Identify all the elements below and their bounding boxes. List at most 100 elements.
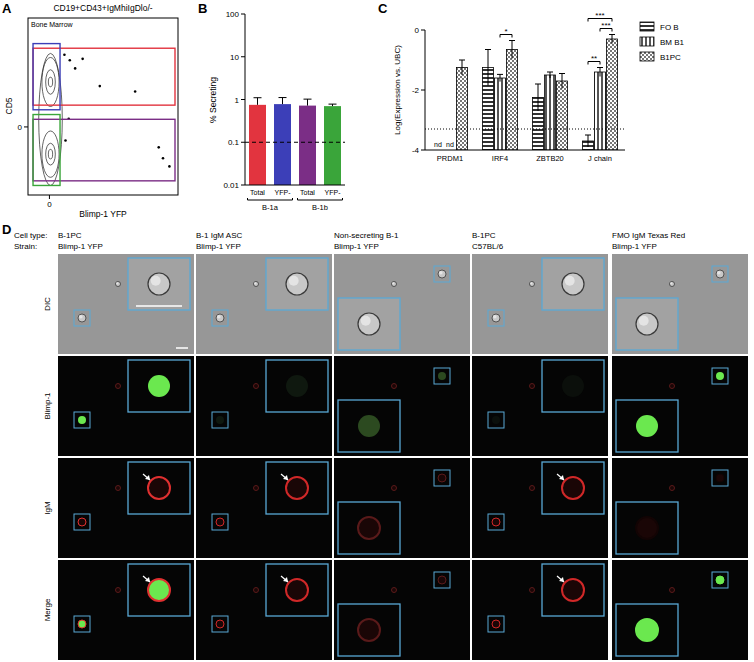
bar bbox=[557, 81, 568, 150]
cell-highlight bbox=[289, 276, 299, 286]
micrograph bbox=[334, 254, 470, 354]
point bbox=[157, 146, 160, 149]
column-header: B-1PC bbox=[472, 231, 496, 240]
image-background bbox=[58, 458, 194, 558]
error-cap bbox=[254, 97, 262, 98]
row-label: IgM bbox=[43, 501, 52, 515]
inset bbox=[542, 360, 604, 412]
bar bbox=[495, 78, 506, 150]
image-background bbox=[472, 356, 608, 456]
cell-highlight bbox=[639, 316, 649, 326]
cell bbox=[358, 517, 380, 539]
error-cap bbox=[509, 40, 515, 41]
cell bbox=[438, 372, 446, 380]
bar bbox=[507, 50, 518, 151]
panel-label: C bbox=[378, 1, 388, 16]
cell bbox=[148, 477, 170, 499]
cell bbox=[716, 372, 724, 380]
inset bbox=[128, 462, 190, 514]
error-cap bbox=[547, 72, 553, 73]
legend-label: FO B bbox=[660, 23, 679, 32]
x-tick-label: YFP- bbox=[275, 189, 292, 196]
cell bbox=[254, 282, 259, 287]
error-bar bbox=[282, 98, 283, 105]
column-header: FMO IgM Texas Red bbox=[612, 231, 685, 240]
image-background bbox=[196, 560, 332, 660]
image-background bbox=[58, 356, 194, 456]
inset-box bbox=[434, 572, 450, 588]
y-tick bbox=[421, 90, 425, 91]
error-bar bbox=[562, 74, 563, 89]
bar bbox=[274, 104, 291, 185]
cell bbox=[286, 579, 308, 601]
point bbox=[64, 139, 67, 142]
cell bbox=[392, 486, 397, 491]
cell-highlight bbox=[254, 282, 256, 284]
cell bbox=[78, 416, 86, 424]
arrow-head bbox=[559, 577, 564, 582]
error-cap bbox=[485, 49, 491, 50]
inset-box bbox=[434, 470, 450, 486]
plot-area bbox=[33, 44, 175, 186]
column-header: B-1 IgM ASC bbox=[196, 231, 242, 240]
y-tick bbox=[241, 185, 245, 186]
inset-box bbox=[434, 266, 450, 282]
arrow-head bbox=[145, 577, 150, 582]
arrow-head bbox=[559, 475, 564, 480]
legend-swatch bbox=[640, 22, 654, 31]
micrograph bbox=[612, 254, 748, 354]
inset-box bbox=[712, 266, 728, 282]
inset bbox=[128, 258, 190, 310]
reference-line bbox=[425, 129, 625, 130]
y-tick bbox=[241, 142, 245, 143]
y-tick bbox=[421, 150, 425, 151]
cell bbox=[716, 474, 724, 482]
inset-box bbox=[712, 470, 728, 486]
cell bbox=[636, 313, 658, 335]
annotation: Bone Marrow bbox=[31, 21, 74, 28]
micrograph bbox=[196, 356, 332, 456]
inset-box bbox=[712, 368, 728, 384]
micrograph bbox=[196, 560, 332, 660]
column-header: Blimp-1 YFP bbox=[58, 242, 103, 251]
bar bbox=[607, 39, 618, 150]
image-background bbox=[58, 254, 194, 354]
x-axis bbox=[245, 185, 345, 186]
cell bbox=[392, 282, 397, 287]
inset-box bbox=[212, 310, 228, 326]
panel-label: A bbox=[2, 1, 12, 16]
micrograph bbox=[58, 458, 194, 558]
contour bbox=[42, 57, 59, 106]
micrograph bbox=[58, 254, 194, 354]
cell bbox=[530, 282, 535, 287]
point bbox=[168, 165, 171, 168]
bar bbox=[545, 75, 556, 150]
x-tick-label: PRDM1 bbox=[437, 154, 463, 163]
arrow-shaft bbox=[557, 576, 564, 582]
cell bbox=[116, 282, 121, 287]
inset bbox=[616, 604, 678, 656]
micrograph bbox=[472, 254, 608, 354]
arrow-shaft bbox=[281, 474, 288, 480]
arrow-shaft bbox=[143, 576, 150, 582]
inset bbox=[542, 258, 604, 310]
bar bbox=[324, 106, 341, 185]
bar bbox=[457, 68, 468, 151]
legend-swatch bbox=[640, 52, 654, 61]
cell bbox=[392, 384, 397, 389]
significance-label: * bbox=[504, 27, 507, 36]
image-background bbox=[196, 254, 332, 354]
contour bbox=[46, 143, 56, 165]
cell bbox=[716, 270, 724, 278]
significance-label: ** bbox=[591, 54, 597, 63]
image-background bbox=[612, 254, 748, 354]
row-label: Merge bbox=[43, 598, 52, 621]
point bbox=[81, 58, 84, 61]
figure: ACD19+CD43+IgMhiIgDlo/-00Bone MarrowBlim… bbox=[0, 0, 754, 662]
cell bbox=[530, 486, 535, 491]
column-header: Blimp-1 YFP bbox=[334, 242, 379, 251]
cell bbox=[492, 620, 500, 628]
cell bbox=[392, 588, 397, 593]
cell bbox=[116, 588, 121, 593]
y-tick bbox=[241, 14, 245, 15]
